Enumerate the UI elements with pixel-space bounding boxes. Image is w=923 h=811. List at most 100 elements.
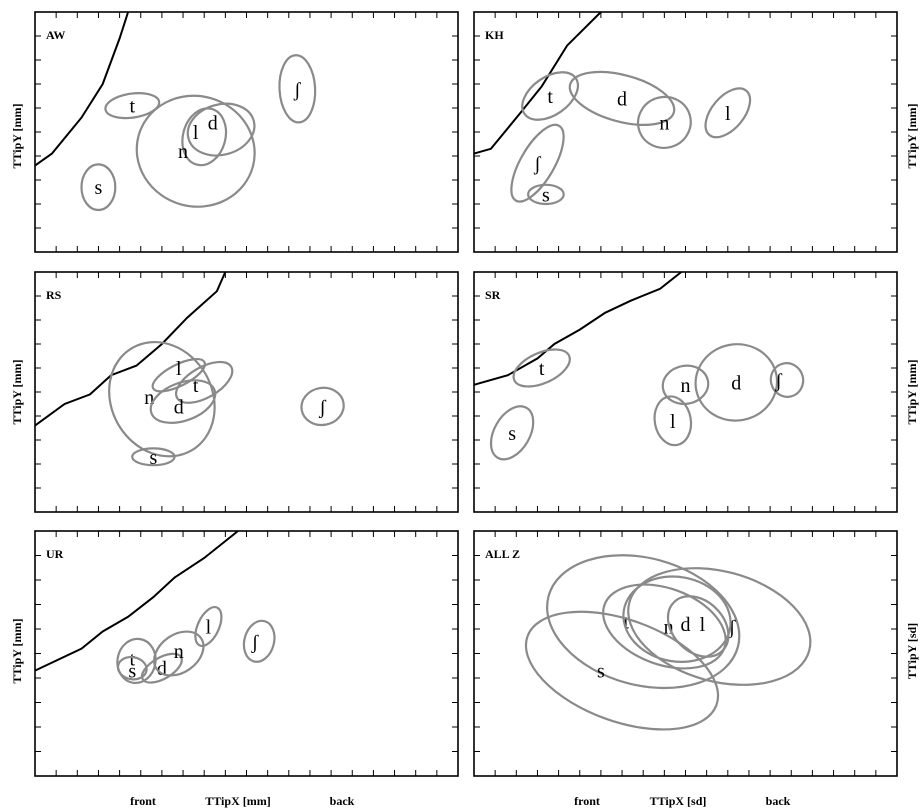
x-axis-front-left: front (130, 794, 156, 808)
ellipse-esh-sr (769, 362, 805, 398)
ellipse-l-ur (194, 606, 223, 647)
axis-ticks-rs (35, 272, 458, 512)
segment-label-esh-all-z: ʃ (728, 617, 736, 639)
ellipse-esh-aw (278, 54, 317, 124)
ellipse-t-all-z (546, 554, 741, 690)
ellipse-esh-rs (300, 386, 345, 427)
palate-contour-rs (34, 271, 227, 427)
ellipse-esh-kh (510, 123, 565, 203)
ellipse-d-all-z (622, 575, 732, 663)
x-axis-back-left: back (330, 794, 355, 808)
ellipse-s-ur (116, 655, 148, 681)
plot-frame-kh (473, 11, 898, 253)
palate-contour-sr (473, 271, 682, 386)
x-axis-label-right: TTipX [sd] (650, 794, 707, 808)
panel-label-kh: KH (485, 28, 504, 42)
segment-label-t-rs: t (193, 375, 199, 397)
ellipse-s-kh (527, 183, 565, 206)
segment-label-s-ur: s (128, 661, 136, 683)
segment-label-s-kh: s (542, 184, 550, 206)
y-axis-label-row2-left: TTipY [mm] (10, 359, 24, 424)
panel-ur: ts dnl ʃ UR (34, 530, 459, 777)
ellipse-d-aw (186, 102, 256, 157)
ellipse-t-sr (512, 348, 571, 388)
segment-label-t-ur: t (130, 648, 136, 670)
segment-label-n-sr: n (681, 375, 691, 397)
ellipse-esh-ur (242, 619, 276, 663)
ellipse-d-ur (140, 652, 183, 684)
segment-label-n-ur: n (174, 641, 184, 663)
segment-label-d-kh: d (617, 88, 627, 110)
segment-label-d-ur: d (157, 658, 167, 680)
segment-label-esh-rs: ʃ (318, 396, 326, 418)
palate-contour-aw (34, 11, 130, 167)
ellipse-s-rs (131, 447, 176, 467)
plot-frame-rs (34, 271, 459, 513)
ellipse-l-rs (151, 357, 207, 393)
x-axis-back-right: back (766, 794, 791, 808)
segment-label-t-all-z: t (624, 612, 630, 634)
x-axis-front-right: front (574, 794, 600, 808)
segment-label-esh-aw: ʃ (293, 79, 301, 101)
ellipse-t-aw (104, 92, 161, 120)
panel-label-all-z: ALL Z (485, 547, 520, 561)
segment-label-l-aw: l (193, 122, 199, 144)
y-axis-label-row1-right: TTipY [mm] (905, 103, 919, 168)
ellipse-d-rs (149, 379, 217, 424)
y-axis-label-row1-left: TTipY [mm] (10, 103, 24, 168)
segment-label-l-ur: l (206, 617, 212, 639)
axis-ticks-aw (35, 12, 458, 252)
axis-ticks-sr (474, 272, 897, 512)
palate-contour-kh (473, 11, 602, 155)
ellipse-d-sr (694, 343, 779, 422)
ellipse-n-rs (108, 340, 216, 458)
segment-label-t-sr: t (539, 358, 545, 380)
panel-kh: t d n l ʃs KH (473, 11, 898, 253)
segment-label-d-rs: d (174, 396, 184, 418)
ellipse-s-sr (489, 405, 535, 461)
ellipse-l-kh (704, 87, 752, 139)
panel-aw: t s ʃ dln AW (34, 11, 459, 253)
ellipse-s-all-z (524, 610, 720, 731)
segment-label-n-rs: n (144, 387, 154, 409)
ellipse-d-kh (568, 70, 676, 126)
ellipse-l-sr (653, 395, 693, 447)
segment-label-n-aw: n (178, 141, 188, 163)
panel-sr: t s n d ʃ l SR (473, 271, 898, 513)
segment-label-n-kh: n (659, 112, 669, 134)
axis-ticks-ur (35, 531, 458, 776)
plot-frame-aw (34, 11, 459, 253)
axis-ticks-kh (474, 12, 897, 252)
segment-label-t-aw: t (130, 96, 136, 118)
segment-label-d-sr: d (731, 372, 741, 394)
segment-label-s-aw: s (95, 177, 103, 199)
segment-label-l-all-z: l (700, 614, 706, 636)
y-axis-label-row3-left: TTipY [mm] (10, 618, 24, 683)
segment-label-esh-kh: ʃ (533, 153, 541, 175)
segment-label-esh-ur: ʃ (251, 631, 259, 653)
palate-contour-ur (34, 530, 239, 672)
y-axis-label-row2-right: TTipY [mm] (905, 359, 919, 424)
segment-label-d-all-z: d (681, 614, 691, 636)
segment-label-s-sr: s (508, 423, 516, 445)
panel-label-aw: AW (46, 28, 65, 42)
x-axis-label-left: TTipX [mm] (205, 794, 270, 808)
axis-ticks-all-z (474, 531, 897, 776)
ellipse-n-ur (153, 630, 205, 677)
ellipse-n-kh (636, 95, 692, 149)
ellipse-l-all-z (666, 595, 730, 658)
ellipse-esh-all-z (627, 567, 812, 686)
panel-label-sr: SR (485, 288, 501, 302)
segment-label-l-kh: l (725, 103, 731, 125)
segment-label-t-kh: t (547, 86, 553, 108)
segment-label-s-all-z: s (597, 661, 605, 683)
segment-label-esh-sr: ʃ (774, 370, 782, 392)
panel-label-ur: UR (46, 547, 64, 561)
ellipse-n-aw (135, 94, 256, 208)
y-axis-label-row3-right: TTipY [sd] (905, 623, 919, 679)
segment-label-s-rs: s (150, 447, 158, 469)
panel-rs: lt n d ʃ s RS (34, 271, 459, 513)
ellipse-t-rs (175, 360, 234, 404)
